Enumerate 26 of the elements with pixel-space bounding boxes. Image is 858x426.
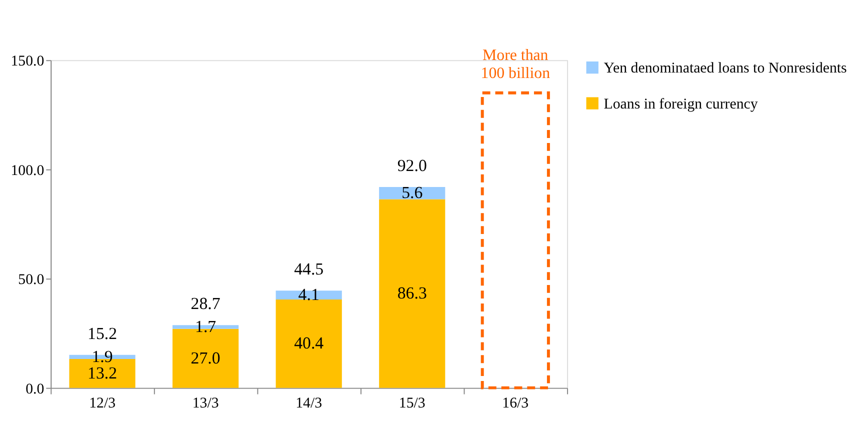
y-tick-label: 50.0 [18, 272, 44, 288]
annotation: More than 100 billion [480, 47, 550, 82]
bar [276, 290, 342, 300]
bar [379, 199, 446, 388]
total-label: 44.5 [294, 260, 324, 279]
data-label: 27.0 [190, 348, 220, 368]
data-label: 86.3 [397, 284, 427, 303]
x-tick-label: 16/3 [502, 396, 529, 412]
x-tick-label: 13/3 [192, 396, 219, 412]
legend-label: Loans in foreign currency [604, 96, 758, 112]
x-tick-label: 15/3 [398, 396, 426, 412]
y-tick-label: 0.0 [26, 381, 44, 398]
y-tick-label: 100.0 [10, 162, 44, 179]
data-label: 13.2 [88, 363, 118, 382]
total-label: 15.2 [88, 324, 118, 343]
legend-label: Yen denominataed loans to Nonresidents [604, 60, 848, 77]
bar [379, 187, 446, 200]
x-tick-label: 14/3 [296, 396, 322, 412]
data-label: 5.6 [402, 183, 423, 202]
bar [276, 300, 342, 388]
data-label: 40.4 [294, 334, 324, 353]
total-label: 92.0 [397, 156, 427, 176]
data-label: 4.1 [298, 285, 320, 304]
y-tick-label: 150.0 [10, 54, 44, 70]
x-tick-label: 12/3 [89, 396, 116, 412]
total-label: 28.7 [190, 294, 220, 314]
